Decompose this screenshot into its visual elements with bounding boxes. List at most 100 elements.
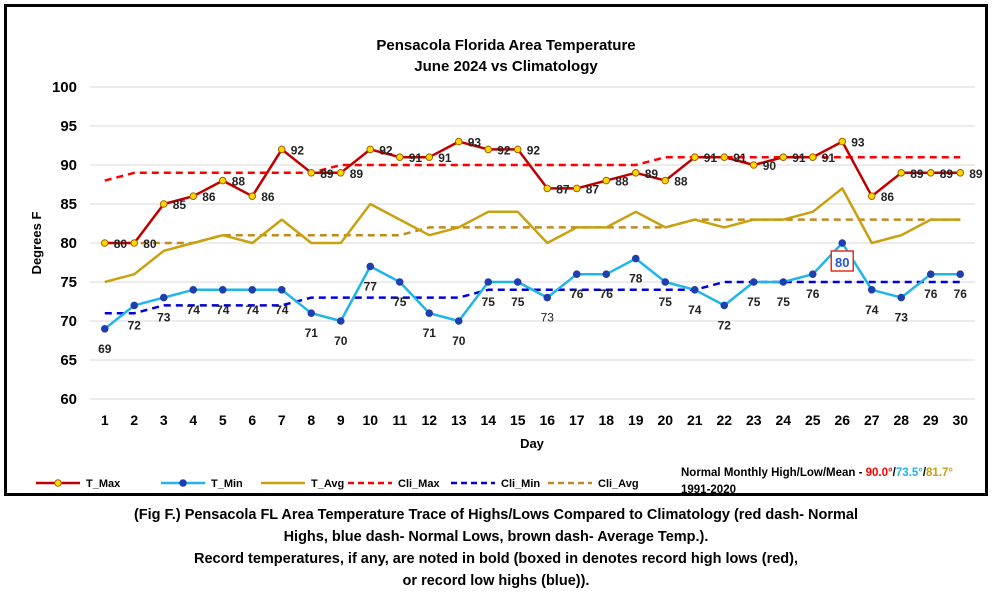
legend-label-t-min: T_Min	[211, 478, 243, 490]
data-label-t-min: 74	[187, 303, 201, 317]
x-tick-label: 8	[307, 412, 315, 428]
data-label-t-min: 71	[305, 326, 319, 340]
data-label-t-max: 86	[881, 190, 895, 204]
point-t-min	[454, 317, 463, 325]
x-tick-label: 12	[421, 412, 437, 428]
data-label-t-max: 89	[940, 167, 954, 181]
data-label-t-min: 72	[718, 318, 732, 332]
point-t-min	[248, 286, 257, 294]
x-axis-title: Day	[520, 436, 545, 451]
y-tick-label: 80	[60, 235, 77, 252]
point-t-min	[336, 317, 345, 325]
point-t-max	[867, 192, 876, 200]
x-tick-label: 1	[101, 412, 109, 428]
point-t-min	[956, 270, 965, 279]
data-label-t-max: 89	[645, 167, 659, 181]
x-tick-label: 27	[864, 412, 880, 428]
point-t-min	[720, 301, 729, 310]
caption-line-4: or record low highs (blue)).	[402, 573, 590, 589]
legend-label-t-max: T_Max	[86, 478, 121, 490]
x-tick-label: 9	[337, 412, 345, 428]
point-t-max	[425, 153, 434, 161]
data-label-t-min: 69	[98, 342, 112, 356]
data-label-t-max: 85	[173, 198, 187, 212]
point-t-min	[425, 309, 434, 318]
point-t-min	[926, 270, 935, 279]
x-tick-label: 7	[278, 412, 286, 428]
data-label-t-max: 91	[733, 151, 747, 165]
chart-svg: Pensacola Florida Area Temperature June 2…	[29, 37, 983, 493]
point-t-max	[690, 153, 699, 161]
point-t-max	[366, 145, 375, 154]
chart-title: Pensacola Florida Area Temperature	[376, 37, 635, 54]
data-label-t-max: 86	[202, 190, 216, 204]
x-tick-label: 10	[362, 412, 378, 428]
point-t-min	[690, 286, 699, 294]
data-label-t-min: 73	[157, 311, 171, 325]
x-tick-label: 14	[480, 412, 496, 428]
data-label-t-max: 91	[792, 151, 806, 165]
data-label-t-min: 76	[924, 287, 938, 301]
data-label-t-max: 88	[232, 175, 246, 189]
data-label-t-min: 70	[452, 334, 466, 348]
data-label-t-max: 91	[822, 151, 836, 165]
x-tick-label: 15	[510, 412, 526, 428]
point-t-max	[513, 145, 522, 154]
x-tick-label: 29	[923, 412, 939, 428]
figure-caption: (Fig F.) Pensacola FL Area Temperature T…	[0, 504, 992, 592]
legend-label-t-avg: T_Avg	[311, 478, 344, 490]
normals-part: /	[893, 467, 897, 479]
point-t-min	[189, 286, 198, 294]
series-t-min-line	[104, 241, 961, 330]
data-label-t-max: 89	[910, 167, 924, 181]
point-t-max	[395, 153, 404, 161]
data-label-t-max: 87	[556, 182, 570, 196]
x-tick-label: 30	[952, 412, 968, 428]
y-tick-label: 90	[60, 157, 77, 174]
y-axis-title: Degrees F	[29, 212, 44, 275]
y-tick-label: 65	[60, 352, 77, 369]
normals-period: 1991-2020	[681, 484, 736, 493]
series-cli-min-line	[104, 280, 961, 315]
point-t-max	[602, 176, 611, 185]
data-label-t-min: 75	[659, 295, 673, 309]
normals-part: Normal Monthly High/Low/Mean -	[681, 467, 866, 479]
normals-part: 81.7°	[926, 467, 953, 479]
point-t-min	[307, 309, 316, 318]
x-tick-label: 16	[539, 412, 555, 428]
data-label-t-min: 73	[541, 311, 555, 325]
point-t-min	[130, 301, 139, 310]
data-label-t-min: 75	[393, 295, 407, 309]
x-tick-label: 13	[451, 412, 467, 428]
point-t-min	[661, 278, 670, 286]
data-label-t-min: 76	[570, 287, 584, 301]
data-label-t-max: 90	[763, 159, 777, 173]
data-label-t-max: 93	[468, 136, 482, 150]
point-t-max	[661, 176, 670, 185]
x-tick-label: 22	[716, 412, 732, 428]
x-tick-label: 18	[598, 412, 614, 428]
data-label-t-min: 78	[629, 272, 643, 286]
caption-line-2: Highs, blue dash- Normal Lows, brown das…	[283, 529, 709, 545]
data-label-t-max: 93	[851, 136, 865, 150]
point-t-max	[336, 169, 345, 177]
normals-part: 90.0°	[866, 467, 893, 479]
data-label-t-max: 89	[320, 167, 334, 181]
point-t-max	[189, 192, 198, 200]
point-t-max	[926, 169, 935, 177]
point-t-max	[956, 169, 965, 177]
data-label-t-min: 75	[482, 295, 496, 309]
x-tick-label: 4	[189, 412, 197, 428]
data-label-t-min: 76	[806, 287, 820, 301]
point-t-min	[779, 278, 788, 286]
normals-annotation: Normal Monthly High/Low/Mean - 90.0°/73.…	[681, 467, 953, 479]
point-t-min	[395, 278, 404, 286]
point-t-min	[631, 254, 640, 263]
y-tick-label: 60	[60, 391, 77, 408]
x-tick-label: 26	[834, 412, 850, 428]
point-t-max	[808, 153, 817, 161]
x-tick-label: 21	[687, 412, 703, 428]
data-label-t-max: 91	[704, 151, 718, 165]
point-t-max	[484, 145, 493, 154]
normals-part: /	[923, 467, 927, 479]
